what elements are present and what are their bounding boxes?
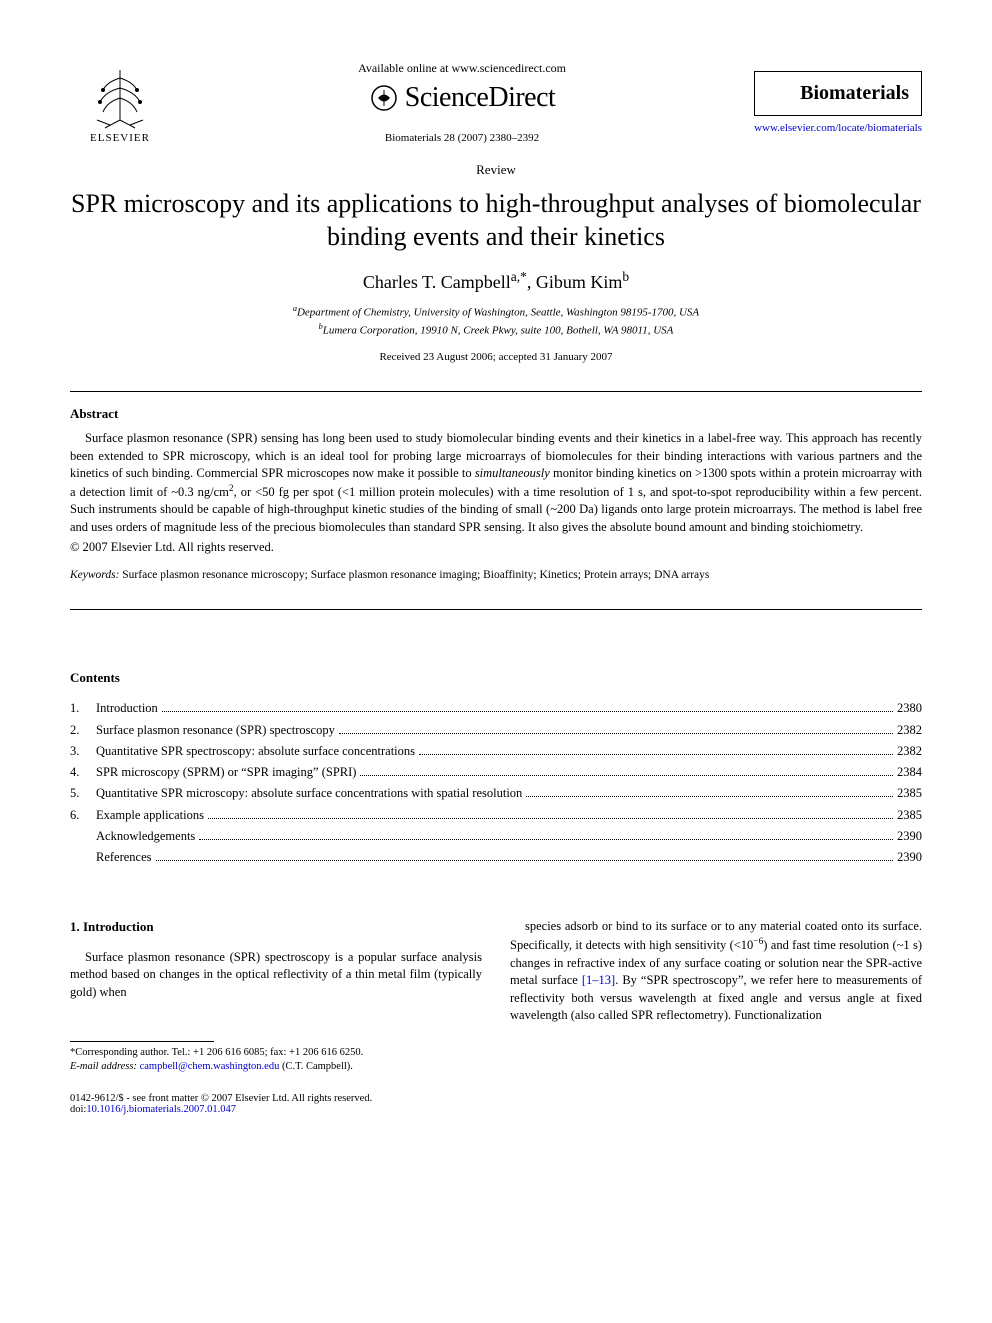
toc-dots (360, 775, 893, 776)
toc-row[interactable]: 2.Surface plasmon resonance (SPR) spectr… (70, 720, 922, 741)
divider-after-keywords (70, 609, 922, 610)
toc-num: 6. (70, 805, 96, 826)
col1-paragraph: Surface plasmon resonance (SPR) spectros… (70, 949, 482, 1002)
corresponding-author: *Corresponding author. Tel.: +1 206 616 … (70, 1046, 482, 1060)
toc-page: 2385 (897, 783, 922, 804)
toc-dots (199, 839, 893, 840)
sciencedirect-icon (369, 83, 399, 113)
email-link[interactable]: campbell@chem.washington.edu (140, 1061, 280, 1072)
sciencedirect-logo: ScienceDirect (369, 82, 556, 114)
toc-row[interactable]: 5.Quantitative SPR microscopy: absolute … (70, 783, 922, 804)
toc-row[interactable]: 6.Example applications 2385 (70, 805, 922, 826)
elsevier-logo-block: ELSEVIER (70, 60, 170, 144)
toc-dots (419, 754, 893, 755)
toc-title: SPR microscopy (SPRM) or “SPR imaging” (… (96, 762, 356, 783)
elsevier-tree-icon (85, 60, 155, 130)
toc-row[interactable]: 4.SPR microscopy (SPRM) or “SPR imaging”… (70, 762, 922, 783)
toc-title: References (96, 847, 152, 868)
toc-page: 2390 (897, 826, 922, 847)
journal-block: Biomaterials www.elsevier.com/locate/bio… (754, 71, 922, 134)
journal-name-box: Biomaterials (754, 71, 922, 116)
toc-num: 1. (70, 698, 96, 719)
available-online-text: Available online at www.sciencedirect.co… (170, 61, 754, 76)
toc-num: 4. (70, 762, 96, 783)
column-left: 1. Introduction Surface plasmon resonanc… (70, 918, 482, 1074)
footer: 0142-9612/$ - see front matter © 2007 El… (70, 1093, 922, 1115)
toc-dots (339, 733, 893, 734)
citation-line: Biomaterials 28 (2007) 2380–2392 (170, 132, 754, 144)
keywords-text: Surface plasmon resonance microscopy; Su… (122, 569, 709, 581)
contents-heading: Contents (70, 670, 922, 686)
toc-title: Quantitative SPR spectroscopy: absolute … (96, 741, 415, 762)
doi-label: doi: (70, 1104, 86, 1115)
toc-page: 2382 (897, 741, 922, 762)
toc-dots (156, 860, 893, 861)
toc-title: Example applications (96, 805, 204, 826)
header-row: ELSEVIER Available online at www.science… (70, 60, 922, 144)
keywords-line: Keywords: Surface plasmon resonance micr… (70, 569, 922, 581)
affiliations: aDepartment of Chemistry, University of … (70, 303, 922, 339)
toc-row[interactable]: 3.Quantitative SPR spectroscopy: absolut… (70, 741, 922, 762)
section-1-heading: 1. Introduction (70, 918, 482, 936)
toc-row[interactable]: References 2390 (70, 847, 922, 868)
footnote-rule (70, 1041, 214, 1042)
journal-url-link[interactable]: www.elsevier.com/locate/biomaterials (754, 122, 922, 134)
toc-num: 5. (70, 783, 96, 804)
article-title: SPR microscopy and its applications to h… (70, 188, 922, 253)
col2-paragraph: species adsorb or bind to its surface or… (510, 918, 922, 1024)
keywords-label: Keywords: (70, 569, 119, 581)
doi-link[interactable]: 10.1016/j.biomaterials.2007.01.047 (86, 1104, 236, 1115)
table-of-contents: 1.Introduction 2380 2.Surface plasmon res… (70, 698, 922, 868)
article-dates: Received 23 August 2006; accepted 31 Jan… (70, 351, 922, 363)
toc-page: 2385 (897, 805, 922, 826)
toc-page: 2390 (897, 847, 922, 868)
footnote-block: *Corresponding author. Tel.: +1 206 616 … (70, 1046, 482, 1074)
email-label: E-mail address: (70, 1061, 137, 1072)
affiliation-a: aDepartment of Chemistry, University of … (70, 303, 922, 321)
toc-page: 2380 (897, 698, 922, 719)
toc-page: 2384 (897, 762, 922, 783)
toc-title: Surface plasmon resonance (SPR) spectros… (96, 720, 335, 741)
front-matter-line: 0142-9612/$ - see front matter © 2007 El… (70, 1093, 372, 1104)
column-right: species adsorb or bind to its surface or… (510, 918, 922, 1074)
sciencedirect-text: ScienceDirect (405, 82, 556, 114)
footer-left: 0142-9612/$ - see front matter © 2007 El… (70, 1093, 372, 1115)
affiliation-b: bLumera Corporation, 19910 N, Creek Pkwy… (70, 321, 922, 339)
toc-row[interactable]: Acknowledgements 2390 (70, 826, 922, 847)
toc-page: 2382 (897, 720, 922, 741)
toc-title: Acknowledgements (96, 826, 195, 847)
toc-dots (162, 711, 893, 712)
toc-title: Introduction (96, 698, 158, 719)
toc-title: Quantitative SPR microscopy: absolute su… (96, 783, 522, 804)
toc-dots (526, 796, 893, 797)
elsevier-label: ELSEVIER (90, 132, 150, 144)
abstract-heading: Abstract (70, 406, 922, 422)
center-header: Available online at www.sciencedirect.co… (170, 61, 754, 144)
email-who: (C.T. Campbell). (282, 1061, 353, 1072)
toc-num: 3. (70, 741, 96, 762)
abstract-copyright: © 2007 Elsevier Ltd. All rights reserved… (70, 540, 922, 555)
toc-row[interactable]: 1.Introduction 2380 (70, 698, 922, 719)
divider-top (70, 391, 922, 392)
toc-dots (208, 818, 893, 819)
doi-line: doi:10.1016/j.biomaterials.2007.01.047 (70, 1104, 372, 1115)
toc-num: 2. (70, 720, 96, 741)
email-line: E-mail address: campbell@chem.washington… (70, 1060, 482, 1074)
body-columns: 1. Introduction Surface plasmon resonanc… (70, 918, 922, 1074)
abstract-body: Surface plasmon resonance (SPR) sensing … (70, 430, 922, 536)
page: ELSEVIER Available online at www.science… (0, 0, 992, 1155)
article-authors: Charles T. Campbella,*, Gibum Kimb (70, 269, 922, 293)
article-type-label: Review (70, 162, 922, 178)
